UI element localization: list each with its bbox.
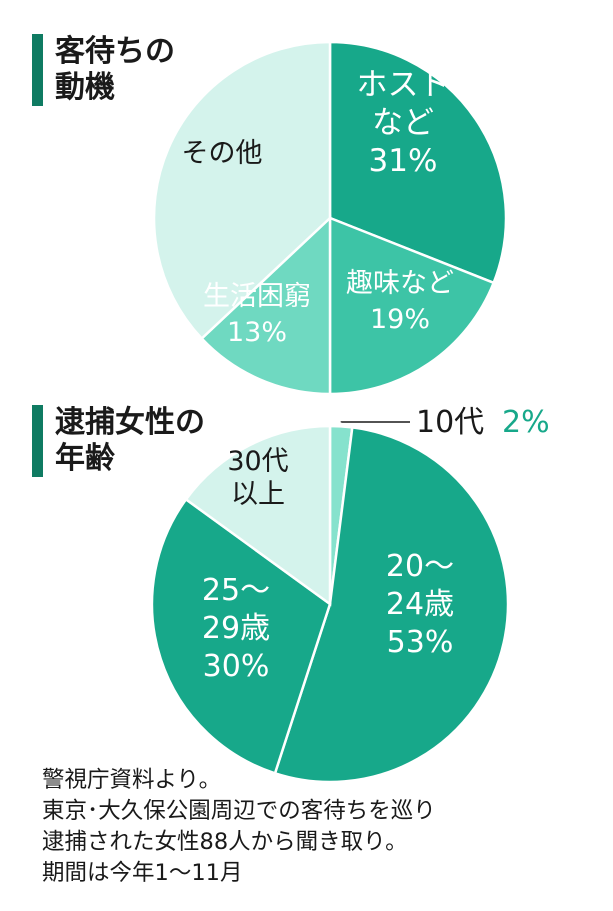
pie-slice [199, 215, 332, 396]
slice-value-label: 19% [370, 304, 430, 335]
source-note: 警視庁資料より。 東京･大久保公園周辺での客待ちを巡り 逮捕された女性88人から… [42, 765, 436, 889]
slice-label: 生活困窮 13% [203, 281, 311, 348]
pie-slice [152, 40, 332, 341]
slice-label: 趣味など 19% [346, 268, 454, 335]
chart1-title: 客待ちの 動機 [32, 34, 175, 106]
slice-name-label: 生活困窮 [203, 281, 311, 312]
slice-label: その他 [182, 138, 263, 169]
chart2-title: 逮捕女性の 年齢 [32, 405, 205, 477]
slice-name-label: など [372, 105, 434, 141]
slice-name-label: ホスト [357, 67, 450, 103]
source-line: 逮捕された女性88人から聞き取り。 [42, 829, 408, 855]
source-line: 東京･大久保公園周辺での客待ちを巡り [42, 798, 436, 824]
chart1-title-line: 客待ちの [55, 34, 175, 69]
source-line: 期間は今年1～11月 [42, 860, 243, 886]
chart2-title-line: 逮捕女性の [55, 405, 205, 440]
slice-name-label: その他 [182, 138, 263, 169]
pie-slice [328, 216, 496, 396]
slice-label: ホストなど 31% [357, 67, 450, 179]
chart1-title-line: 動機 [55, 70, 115, 105]
chart2-title-line: 年齢 [55, 441, 115, 476]
source-line: 警視庁資料より。 [42, 767, 222, 793]
pie-slices [152, 40, 508, 396]
pie-slice [328, 40, 508, 285]
slice-name-label: 趣味など [346, 268, 454, 299]
slice-value-label: 13% [227, 317, 287, 348]
slice-value-label: 31% [369, 143, 438, 179]
